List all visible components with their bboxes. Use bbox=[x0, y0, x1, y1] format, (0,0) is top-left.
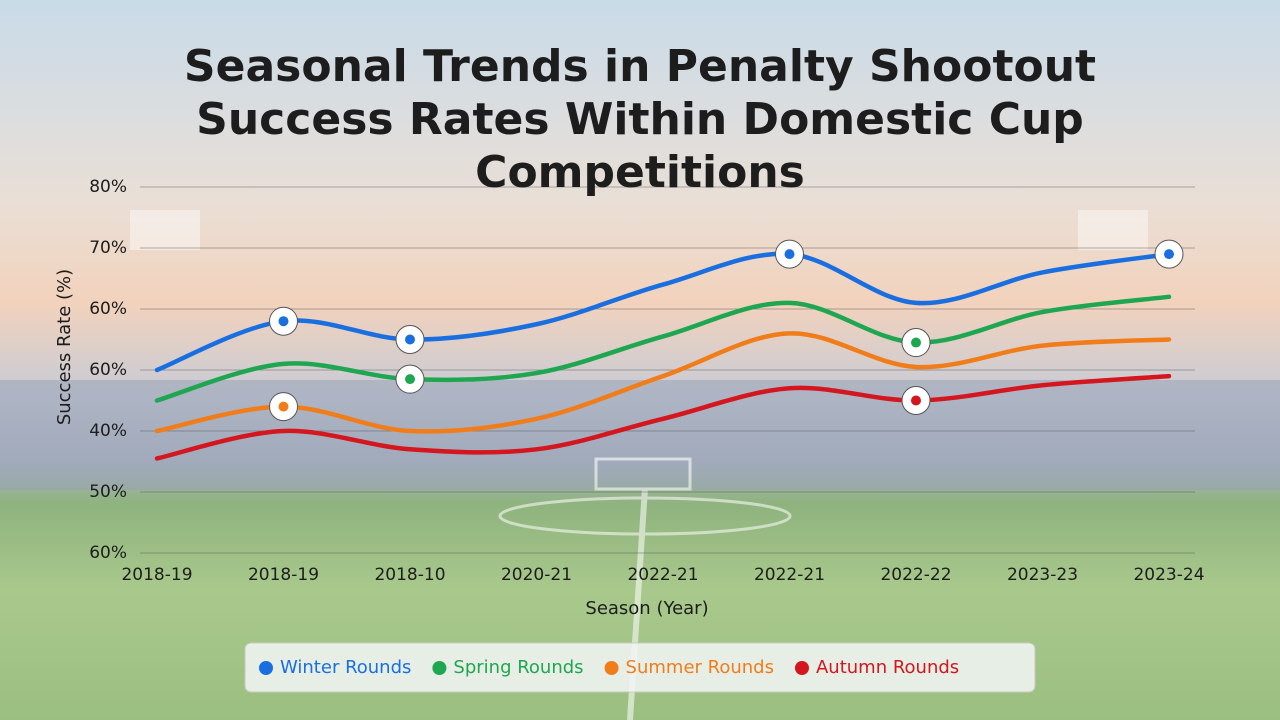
ball-patch bbox=[1164, 249, 1174, 260]
x-tick-label: 2023-23 bbox=[1007, 565, 1078, 585]
y-tick-label: 40% bbox=[89, 421, 127, 441]
ball-patch bbox=[405, 334, 415, 345]
y-tick-label: 60% bbox=[89, 299, 127, 319]
x-axis-label: Season (Year) bbox=[585, 598, 708, 619]
legend-swatch bbox=[259, 661, 273, 675]
stadium-decor bbox=[0, 210, 1280, 720]
ball-patch bbox=[278, 316, 289, 327]
ball-patch bbox=[278, 401, 289, 412]
x-tick-label: 2023-24 bbox=[1133, 565, 1204, 585]
ball-patch bbox=[784, 249, 795, 260]
x-tick-label: 2018-19 bbox=[121, 565, 192, 585]
y-axis-label: Success Rate (%) bbox=[54, 269, 75, 425]
x-tick-label: 2022-22 bbox=[880, 565, 951, 585]
ball-patch bbox=[911, 337, 921, 348]
legend-swatch bbox=[604, 661, 619, 675]
y-tick-label: 80% bbox=[89, 177, 127, 197]
x-tick-label: 2018-19 bbox=[248, 565, 319, 585]
legend-label: Spring Rounds bbox=[453, 657, 583, 678]
legend-label: Autumn Rounds bbox=[816, 657, 959, 678]
ball-patch bbox=[405, 374, 415, 385]
legend-box bbox=[244, 642, 1036, 693]
legend-swatch bbox=[432, 661, 447, 675]
line-series bbox=[154, 331, 1172, 434]
y-tick-label: 60% bbox=[89, 360, 127, 380]
x-tick-label: 2020-21 bbox=[501, 565, 572, 585]
line-series bbox=[154, 294, 1172, 403]
x-tick-label: 2018-10 bbox=[374, 565, 445, 585]
line-series bbox=[154, 251, 1172, 373]
x-tick-label: 2022-21 bbox=[627, 565, 698, 585]
ball-patch bbox=[911, 395, 921, 406]
y-tick-label: 50% bbox=[89, 482, 127, 502]
line-series bbox=[154, 373, 1172, 461]
legend-label: Summer Rounds bbox=[626, 657, 774, 678]
chart-title: Seasonal Trends in Penalty Shootout Succ… bbox=[183, 41, 1097, 198]
y-tick-label: 60% bbox=[89, 543, 127, 563]
legend-label: Winter Rounds bbox=[280, 657, 411, 678]
x-tick-label: 2022-21 bbox=[754, 565, 825, 585]
y-tick-label: 70% bbox=[89, 238, 127, 258]
legend-swatch bbox=[794, 661, 809, 675]
